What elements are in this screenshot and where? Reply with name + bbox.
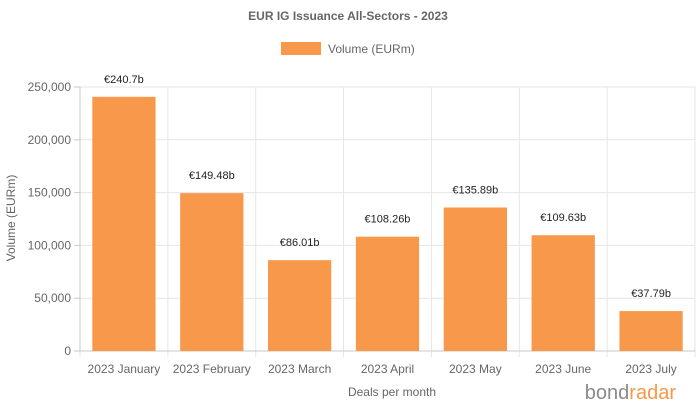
x-tick-label: 2023 February (173, 362, 251, 376)
bars (92, 96, 683, 351)
x-axis-ticks: 2023 January 2023 February 2023 March 2023 … (88, 362, 677, 376)
logo-part-radar: radar (629, 382, 676, 404)
legend[interactable]: Volume (EURm) (281, 42, 415, 56)
bar[interactable] (268, 260, 332, 351)
x-tick-label: 2023 June (535, 362, 591, 376)
data-label: €149.48b (189, 170, 235, 182)
x-tick-label: 2023 July (625, 362, 676, 376)
y-tick-label: 200,000 (28, 133, 72, 147)
data-label: €37.79b (631, 288, 671, 300)
bar[interactable] (619, 311, 683, 351)
data-label: €135.89b (452, 185, 498, 197)
bar[interactable] (355, 236, 420, 351)
x-tick-label: 2023 May (449, 362, 502, 376)
bar[interactable] (92, 96, 156, 351)
y-tick-label: 50,000 (34, 291, 71, 305)
y-tick-label: 150,000 (28, 186, 72, 200)
logo-part-bond: bond (585, 382, 630, 404)
y-axis-label: Volume (EURm) (4, 175, 18, 262)
data-label: €240.7b (104, 74, 144, 86)
y-axis-ticks: 0 50,000 100,000 150,000 200,000 250,000 (28, 80, 80, 358)
bar[interactable] (443, 207, 507, 351)
data-labels: €240.7b €149.48b €86.01b €108.26b €135.89b €1… (104, 74, 671, 300)
data-label: €109.63b (540, 212, 586, 224)
x-tick-label: 2023 January (88, 362, 161, 376)
y-tick-label: 250,000 (28, 80, 72, 94)
bar[interactable] (531, 235, 595, 351)
x-tick-label: 2023 March (268, 362, 331, 376)
legend-swatch[interactable] (281, 42, 321, 55)
y-tick-label: 0 (64, 344, 71, 358)
y-tick-label: 100,000 (28, 238, 72, 252)
chart-title: EUR IG Issuance All-Sectors - 2023 (248, 9, 448, 23)
bar[interactable] (180, 193, 244, 351)
data-label: €86.01b (280, 237, 320, 249)
x-axis-label: Deals per month (348, 385, 436, 399)
legend-label[interactable]: Volume (EURm) (328, 42, 415, 56)
x-tick-label: 2023 April (361, 362, 414, 376)
bondradar-logo: bondradar (585, 382, 677, 404)
data-label: €108.26b (365, 214, 411, 226)
